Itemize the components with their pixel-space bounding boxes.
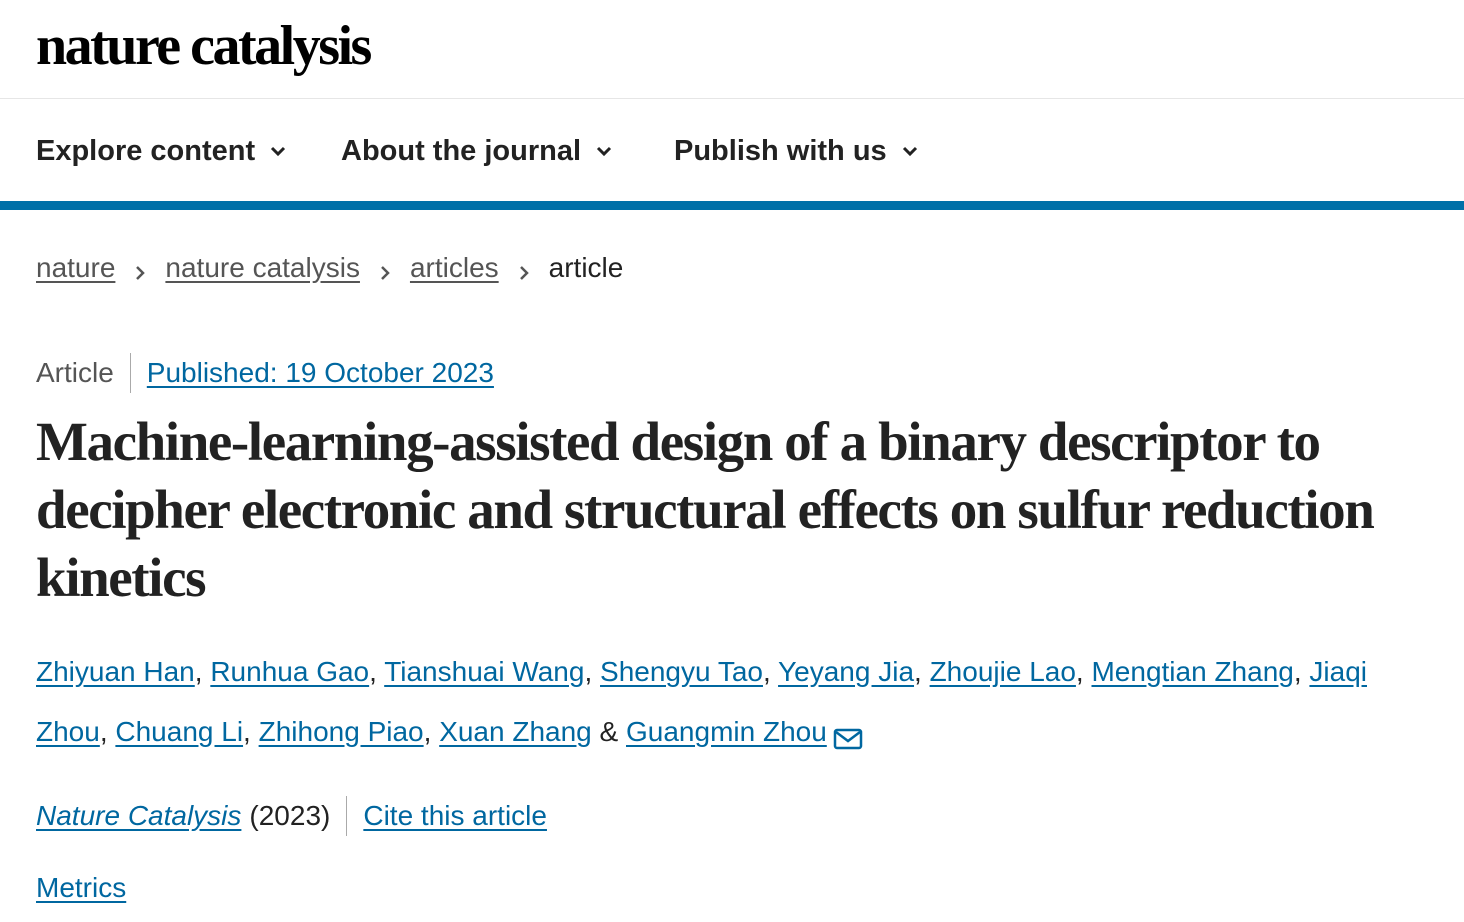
author-separator: , — [762, 656, 779, 687]
author-separator: , — [243, 716, 259, 747]
author-separator: , — [369, 656, 385, 687]
author-link[interactable]: Yeyang Jia — [778, 656, 915, 687]
author-separator: , — [1075, 656, 1092, 687]
main-nav: Explore content About the journal Publis… — [0, 99, 1464, 203]
author-link[interactable]: Mengtian Zhang — [1091, 656, 1294, 687]
nav-about-journal[interactable]: About the journal — [341, 133, 613, 169]
author-link[interactable]: Zhiyuan Han — [36, 656, 195, 687]
author-link[interactable]: Zhihong Piao — [258, 716, 424, 747]
chevron-down-icon — [595, 142, 613, 160]
chevron-right-icon — [378, 258, 392, 280]
author-link[interactable]: Xuan Zhang — [439, 716, 592, 747]
author-separator: , — [99, 716, 116, 747]
nav-explore-content[interactable]: Explore content — [36, 133, 287, 169]
author-separator: , — [1293, 656, 1310, 687]
author-link[interactable]: Jiaqi Zhou — [36, 656, 1367, 747]
article-meta: Article Published: 19 October 2023 — [36, 352, 494, 394]
breadcrumb-link-nature-catalysis[interactable]: nature catalysis — [165, 252, 360, 283]
nav-label: Explore content — [36, 134, 256, 167]
journal-logo[interactable]: nature catalysis — [36, 15, 372, 77]
nav-publish-with-us[interactable]: Publish with us — [674, 133, 919, 169]
chevron-down-icon — [901, 142, 919, 160]
author-link[interactable]: Guangmin Zhou — [626, 716, 827, 747]
masthead: nature catalysis — [0, 0, 1464, 99]
author-link[interactable]: Shengyu Tao — [600, 656, 763, 687]
author-list: Zhiyuan Han, Runhua Gao, Tianshuai Wang,… — [36, 642, 1436, 762]
author-link[interactable]: Runhua Gao — [210, 656, 370, 687]
author-separator: , — [423, 716, 440, 747]
article-type: Article — [36, 353, 131, 393]
breadcrumb-current: article — [548, 252, 624, 283]
author-separator: , — [914, 656, 930, 687]
author-separator: , — [194, 656, 211, 687]
article-title: Machine-learning-assisted design of a bi… — [36, 411, 1375, 608]
nav-label: Publish with us — [674, 134, 887, 167]
published-date-link[interactable]: Published: 19 October 2023 — [146, 357, 494, 388]
citation-row: Nature Catalysis (2023) Cite this articl… — [36, 795, 547, 837]
metrics-link[interactable]: Metrics — [36, 872, 127, 903]
breadcrumb: nature nature catalysis articles article — [36, 248, 623, 288]
author-link[interactable]: Tianshuai Wang — [384, 656, 585, 687]
nav-label: About the journal — [341, 134, 582, 167]
author-link[interactable]: Chuang Li — [115, 716, 244, 747]
journal-link[interactable]: Nature Catalysis — [36, 800, 242, 831]
publication-year: (2023) — [249, 796, 348, 836]
nav-accent-bar — [0, 201, 1464, 210]
author-separator: , — [584, 656, 601, 687]
chevron-right-icon — [517, 258, 531, 280]
author-link[interactable]: Zhoujie Lao — [929, 656, 1076, 687]
breadcrumb-link-nature[interactable]: nature — [36, 252, 116, 283]
cite-article-link[interactable]: Cite this article — [363, 800, 547, 831]
chevron-down-icon — [269, 142, 287, 160]
author-separator: & — [591, 716, 626, 747]
mail-icon[interactable] — [833, 712, 863, 750]
chevron-right-icon — [133, 258, 147, 280]
breadcrumb-link-articles[interactable]: articles — [409, 252, 499, 283]
